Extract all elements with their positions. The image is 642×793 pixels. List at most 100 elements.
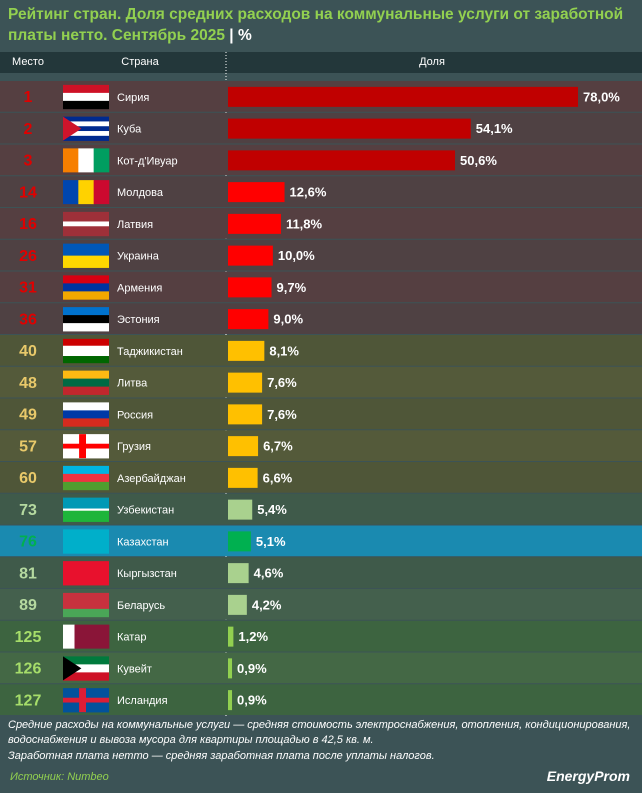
country-label: Казахстан xyxy=(117,536,169,548)
rank: 1 xyxy=(24,89,33,106)
flag-stripe xyxy=(63,226,109,237)
value-label: 6,6% xyxy=(263,470,293,485)
bar xyxy=(228,626,234,647)
rank: 36 xyxy=(19,311,37,328)
flag-stripe xyxy=(78,148,94,173)
country-label: Исландия xyxy=(117,695,168,707)
flag-stripe xyxy=(63,131,109,137)
flag-stripe xyxy=(63,345,109,357)
country-label: Кувейт xyxy=(117,663,152,675)
bar xyxy=(228,213,281,234)
value-label: 54,1% xyxy=(476,121,513,136)
country-label: Катар xyxy=(117,632,146,644)
flag-stripe xyxy=(63,243,109,256)
flag-stripe xyxy=(93,180,110,205)
flag-stripe xyxy=(63,84,109,94)
bar xyxy=(228,404,263,425)
rank: 60 xyxy=(19,470,37,487)
rank: 2 xyxy=(24,121,33,138)
flag-stripe xyxy=(63,370,109,379)
flag-stripe xyxy=(63,315,109,324)
flag-stripe xyxy=(63,211,109,222)
rank: 73 xyxy=(19,502,37,519)
rank: 40 xyxy=(19,343,37,360)
footnote: Средние расходы на коммунальные услуги —… xyxy=(8,719,631,746)
bar xyxy=(228,499,253,520)
value-label: 8,1% xyxy=(269,343,299,358)
flag-stripe xyxy=(74,624,110,649)
rank: 125 xyxy=(15,629,42,646)
country-label: Украина xyxy=(117,251,160,263)
flag-stripe xyxy=(63,510,109,522)
country-label: Литва xyxy=(117,378,148,390)
value-label: 11,8% xyxy=(286,216,323,231)
flag-stripe xyxy=(63,664,109,673)
flag-stripe xyxy=(63,338,109,347)
flag-triangle xyxy=(63,656,82,681)
flag-stripe xyxy=(63,624,75,649)
value-label: 4,2% xyxy=(252,597,282,612)
flag-stripe xyxy=(63,592,109,610)
value-label: 9,0% xyxy=(273,312,303,327)
header-bar xyxy=(0,52,642,73)
flag-stripe xyxy=(63,672,109,681)
footnote: Заработная плата нетто — средняя заработ… xyxy=(8,750,435,762)
value-label: 50,6% xyxy=(460,153,497,168)
title-unit: | % xyxy=(229,27,252,44)
rank: 126 xyxy=(15,661,42,678)
value-label: 0,9% xyxy=(237,661,267,676)
rank: 89 xyxy=(19,597,37,614)
flag-stripe xyxy=(63,92,109,102)
flag-triangle xyxy=(63,116,82,141)
country-label: Грузия xyxy=(117,441,151,453)
bar xyxy=(228,86,578,107)
flag-stripe xyxy=(63,378,109,387)
value-label: 0,9% xyxy=(237,693,267,708)
rank: 48 xyxy=(19,375,37,392)
country-label: Армения xyxy=(117,282,162,294)
flag-stripe xyxy=(63,508,109,512)
column-header: Доля xyxy=(419,56,445,68)
bar xyxy=(228,245,273,266)
bar xyxy=(228,594,247,615)
country-label: Эстония xyxy=(117,314,160,326)
country-label: Куба xyxy=(117,124,142,136)
rank: 31 xyxy=(19,280,37,297)
flag-stripe xyxy=(63,561,109,586)
flag-stripe xyxy=(63,323,109,332)
bar xyxy=(228,340,265,361)
bar xyxy=(228,309,269,330)
bar xyxy=(228,182,285,203)
country-label: Кот-д'Ивуар xyxy=(117,155,178,167)
value-label: 9,7% xyxy=(277,280,307,295)
flag-stripe xyxy=(63,410,109,419)
bar xyxy=(228,436,259,457)
flag-stripe xyxy=(63,148,79,173)
rank: 16 xyxy=(19,216,37,233)
rank: 57 xyxy=(19,438,37,455)
logo: EnergyProm xyxy=(546,768,630,784)
value-label: 7,6% xyxy=(267,407,297,422)
flag-stripe xyxy=(63,656,109,665)
rank: 76 xyxy=(19,534,37,551)
flag-stripe xyxy=(63,465,109,475)
rank: 49 xyxy=(19,407,37,424)
country-label: Кыргызстан xyxy=(117,568,177,580)
flag-stripe xyxy=(63,307,109,316)
value-label: 6,7% xyxy=(263,439,293,454)
country-label: Россия xyxy=(117,409,153,421)
column-header: Место xyxy=(12,56,44,68)
rank: 81 xyxy=(19,565,37,582)
value-label: 10,0% xyxy=(278,248,315,263)
flag-stripe xyxy=(93,148,110,173)
bar xyxy=(228,372,263,393)
country-label: Молдова xyxy=(117,187,164,199)
flag-stripe xyxy=(63,116,109,122)
source: Источник: Numbeo xyxy=(10,771,109,783)
flag-stripe xyxy=(63,402,109,411)
chart-title: Рейтинг стран. Доля средних расходов на … xyxy=(8,4,638,46)
flag-stripe xyxy=(63,221,109,227)
bar xyxy=(228,467,258,488)
